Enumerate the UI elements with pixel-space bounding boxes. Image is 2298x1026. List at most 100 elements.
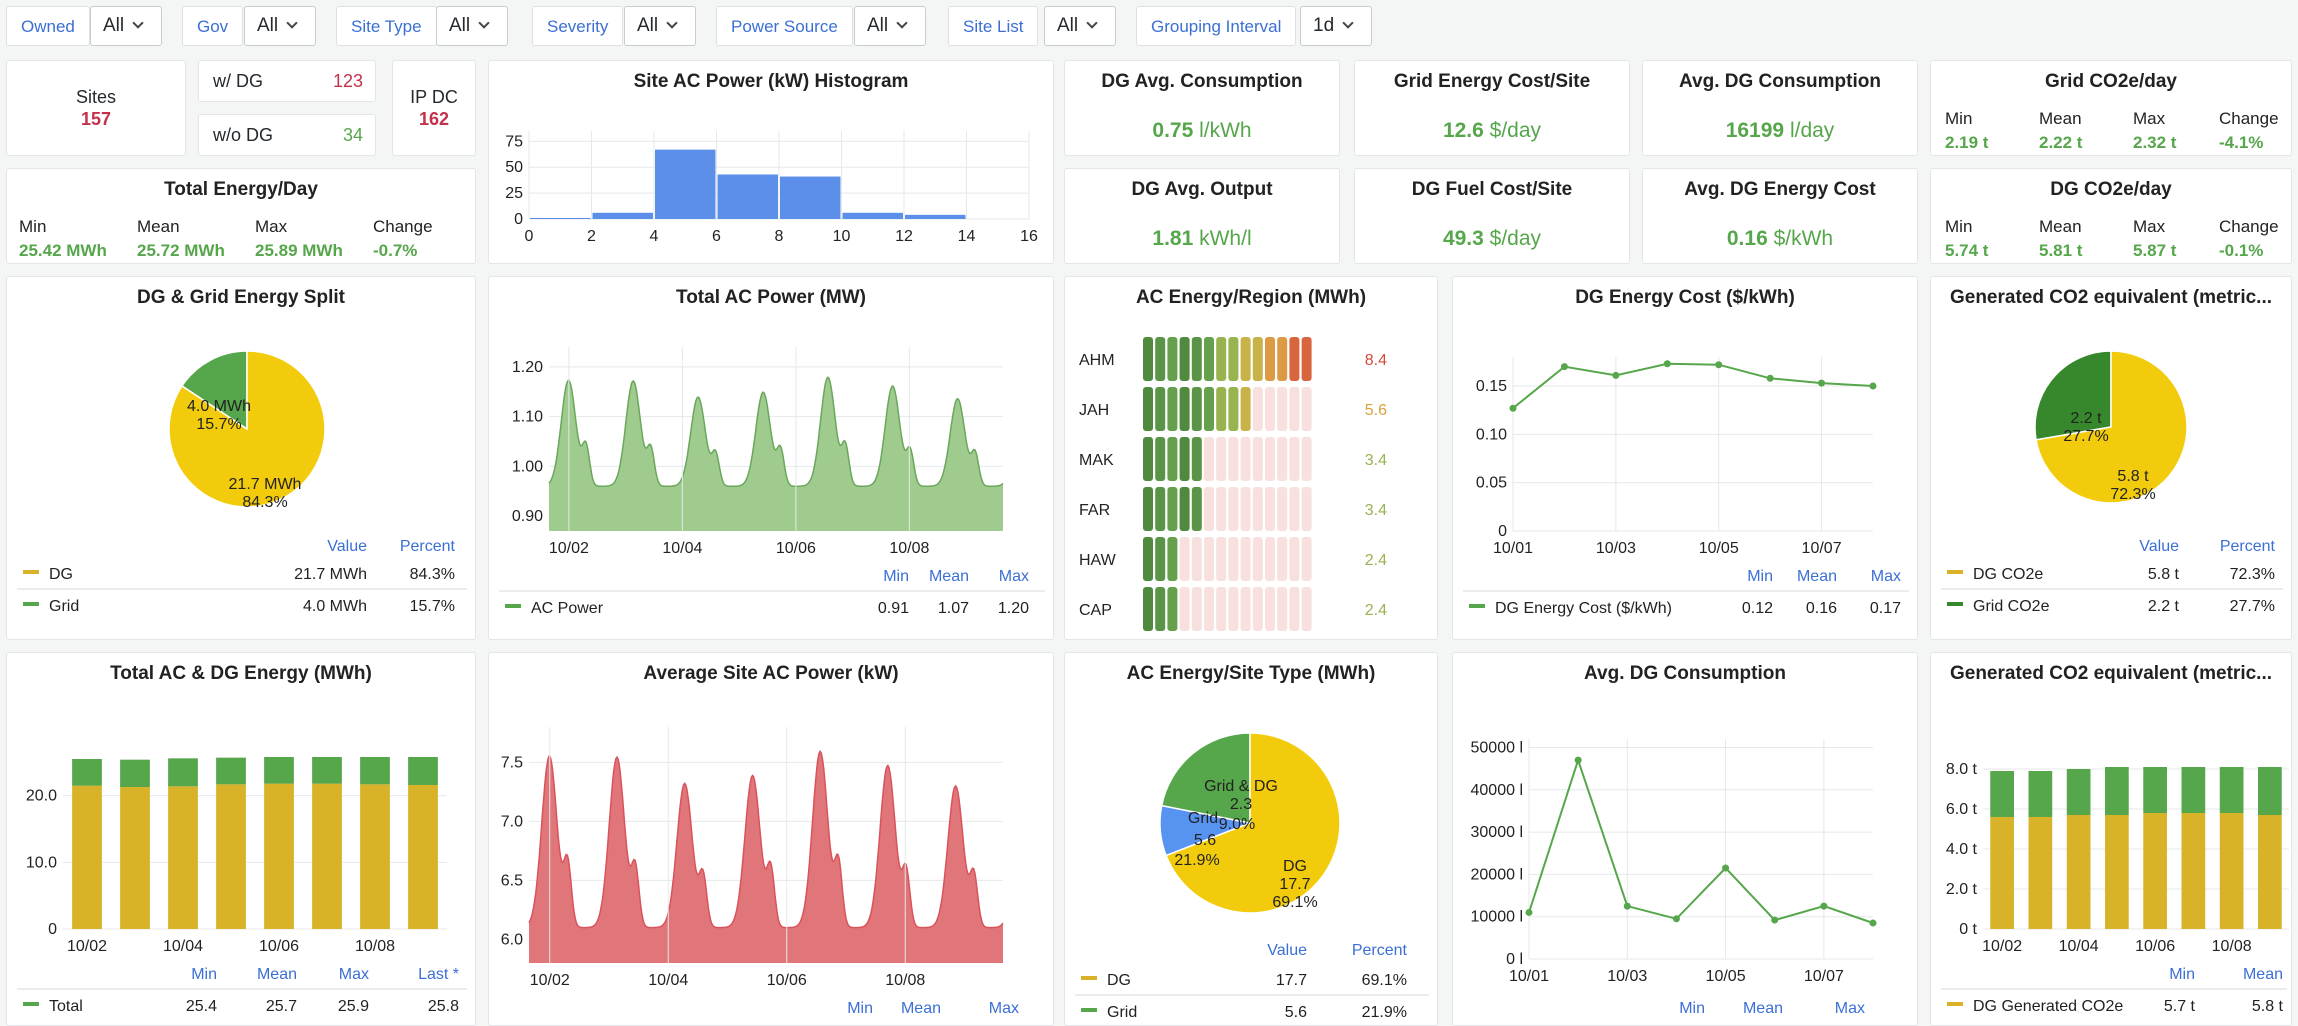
dg-avg-output-panel[interactable]: DG Avg. Output 1.81 kWh/l (1064, 168, 1340, 264)
y-tick-label: 0 (48, 921, 57, 938)
filter-bar: Owned All Gov All Site Type All Severity… (0, 0, 2298, 56)
pie-label: 5.6 (1194, 832, 1216, 849)
heatmap-cell (1204, 487, 1214, 531)
heatmap-row-label: JAH (1079, 402, 1109, 419)
heatmap-cell (1204, 437, 1214, 481)
stat-unit: kWh/l (1199, 227, 1252, 250)
x-tick-label: 12 (895, 228, 913, 245)
y-tick-label: 8.0 t (1946, 761, 1978, 778)
legend-name: DG Energy Cost ($/kWh) (1495, 600, 1672, 617)
avg-dg-energy-cost-panel[interactable]: Avg. DG Energy Cost 0.16 $/kWh (1642, 168, 1918, 264)
heatmap-cell (1252, 587, 1263, 631)
filter-select-site-type[interactable]: All (436, 6, 508, 46)
heatmap-cell (1301, 337, 1312, 381)
y-tick-label: 0.90 (512, 508, 543, 525)
heatmap-row-label: HAW (1079, 552, 1117, 569)
x-tick-label: 10 (833, 228, 851, 245)
stat-mean: Mean 25.72 MWh (137, 217, 225, 261)
filter-select-owned[interactable]: All (90, 6, 162, 46)
heatmap-cell (1289, 337, 1300, 381)
dg-energy-cost-panel[interactable]: DG Energy Cost ($/kWh) 0 0.05 0.10 0.15 10/0… (1452, 276, 1918, 640)
stat-label: Min (19, 217, 47, 236)
stat-unit: l/kWh (1199, 119, 1252, 142)
x-tick-label: 10/06 (2135, 938, 2175, 955)
legend-name: Grid CO2e (1973, 598, 2050, 615)
heatmap-cell (1277, 387, 1288, 431)
filter-select-gov[interactable]: All (244, 6, 316, 46)
legend-swatch (1469, 604, 1485, 608)
heatmap-cell (1228, 587, 1239, 631)
heatmap-row-value: 5.6 (1365, 402, 1387, 419)
dg-avg-consumption-panel[interactable]: DG Avg. Consumption 0.75 l/kWh (1064, 60, 1340, 156)
stat-label: Change (2219, 217, 2279, 236)
heatmap-cell (1240, 537, 1251, 581)
x-tick-label: 10/04 (2059, 938, 2099, 955)
x-tick-label: 10/02 (67, 938, 107, 955)
legend-value: 27.7% (2230, 598, 2275, 615)
filter-value: All (1057, 15, 1079, 36)
dg-grid-split-panel[interactable]: DG & Grid Energy Split 4.0 MWh 15.7% 21.7 … (6, 276, 476, 640)
pie-label: Grid & DG (1204, 778, 1278, 795)
heatmap-cell (1228, 387, 1239, 431)
histogram-panel[interactable]: Site AC Power (kW) Histogram 0 25 50 75 0 2 4 6… (488, 60, 1054, 264)
x-tick-label: 10/08 (889, 540, 929, 557)
grid-energy-cost-panel[interactable]: Grid Energy Cost/Site 12.6 $/day (1354, 60, 1630, 156)
filter-value: All (257, 15, 279, 36)
wdg-label: w/ DG (213, 71, 264, 91)
stat-value: 25.89 MWh (255, 241, 343, 260)
y-tick-label: 2.0 t (1946, 881, 1978, 898)
filter-select-site-list[interactable]: All (1044, 6, 1116, 46)
bar-segment-dg (2219, 813, 2244, 929)
legend-swatch (1947, 602, 1963, 606)
grid-co2-day-panel[interactable]: Grid CO2e/day Min 2.19 t Mean 2.22 t Max 2.… (1930, 60, 2292, 156)
ipdc-panel[interactable]: IP DC 162 (392, 60, 476, 156)
dg-co2-day-panel[interactable]: DG CO2e/day Min 5.74 t Mean 5.81 t Max 5.87… (1930, 168, 2292, 264)
wdg-value: 123 (332, 71, 363, 91)
filter-select-severity[interactable]: All (624, 6, 696, 46)
ac-energy-region-panel[interactable]: AC Energy/Region (MWh) AHM 8.4 JAH 5.6 MAK 3.… (1064, 276, 1438, 640)
wdg-panel[interactable]: w/ DG 123 (198, 60, 376, 102)
avg-dg-consumption-stat-panel[interactable]: Avg. DG Consumption 16199 l/day (1642, 60, 1918, 156)
sites-panel[interactable]: Sites 157 (6, 60, 186, 156)
generated-co2-pie-panel[interactable]: Generated CO2 equivalent (metric... 2.2 … (1930, 276, 2292, 640)
total-energy-day-panel[interactable]: Total Energy/Day Min 25.42 MWh Mean 25.72 … (6, 168, 476, 264)
dg-fuel-cost-panel[interactable]: DG Fuel Cost/Site 49.3 $/day (1354, 168, 1630, 264)
x-tick-label: 10/08 (885, 972, 925, 989)
x-tick-label: 10/03 (1596, 540, 1636, 557)
stat-value: 2.32 t (2133, 133, 2177, 152)
x-tick-label: 10/05 (1706, 968, 1746, 985)
area-line (548, 376, 1004, 487)
stat-label: Max (255, 217, 288, 236)
bar-segment-grid (2066, 769, 2091, 815)
bar-segment-grid (2105, 767, 2129, 815)
y-tick-label: 40000 l (1471, 782, 1524, 799)
filter-value: 1d (1313, 15, 1335, 36)
wodg-panel[interactable]: w/o DG 34 (198, 114, 376, 156)
bar-segment-grid (2258, 767, 2282, 815)
heatmap-cell (1155, 337, 1166, 381)
x-tick-label: 16 (1020, 228, 1038, 245)
sites-value: 157 (80, 109, 112, 129)
pie-label: 21.7 MWh (229, 476, 302, 493)
total-ac-dg-energy-panel[interactable]: Total AC & DG Energy (MWh) 0 10.0 20.0 10/0… (6, 652, 476, 1026)
ac-energy-site-type-panel[interactable]: AC Energy/Site Type (MWh) Grid & DG 2.3 9.… (1064, 652, 1438, 1026)
stat-unit: $/kWh (1773, 227, 1834, 250)
heatmap-cell (1252, 537, 1263, 581)
stat-value: -4.1% (2219, 133, 2264, 152)
heatmap-cell (1155, 437, 1166, 481)
avg-dg-consumption-panel[interactable]: Avg. DG Consumption 0 l 10000 l 20000 l 300… (1452, 652, 1918, 1026)
filter-select-power-source[interactable]: All (854, 6, 926, 46)
legend-value: 84.3% (410, 566, 455, 583)
pie-label: 17.7 (1279, 876, 1310, 893)
heatmap-row-label: AHM (1079, 352, 1115, 369)
filter-select-grouping-interval[interactable]: 1d (1300, 6, 1372, 46)
stat-number: 0.16 (1726, 227, 1768, 250)
data-point (1722, 864, 1730, 872)
pie-label: 72.3% (2110, 486, 2155, 503)
heatmap-cell (1167, 337, 1178, 381)
stat-max: Max 5.87 t (2133, 217, 2176, 261)
average-site-ac-power-panel[interactable]: Average Site AC Power (kW) 6.0 6.5 7.0 7.5 1… (488, 652, 1054, 1026)
heatmap-cell (1265, 337, 1275, 381)
total-ac-power-panel[interactable]: Total AC Power (MW) 0.90 1.00 1.10 1.20 10/0… (488, 276, 1054, 640)
